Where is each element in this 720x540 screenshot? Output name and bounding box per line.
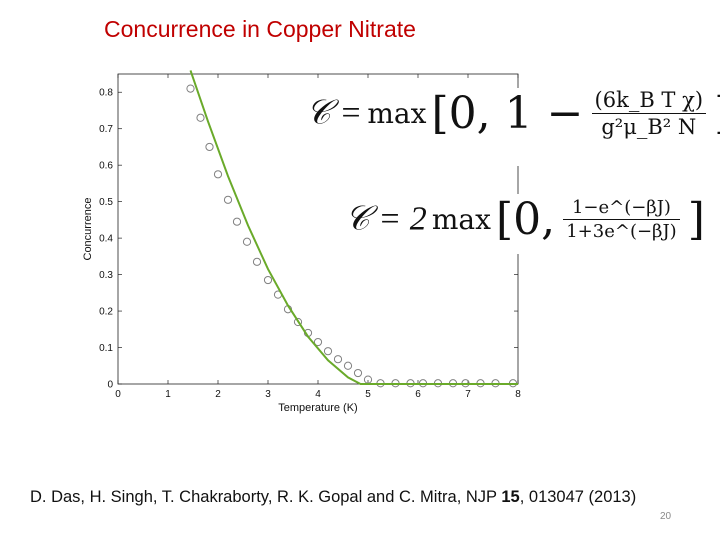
fit-line-group (189, 70, 518, 385)
data-point (323, 347, 333, 356)
data-point (223, 195, 233, 204)
axis-ticks: 0 1 2 3 4 5 6 7 8 0 0.1 0.2 0.3 0.4 0.5 0.6 0.7 0.8 (99, 74, 521, 400)
formula-max: max (367, 97, 427, 130)
formula-open: [0, (495, 194, 556, 245)
formula-denominator: g²μ_B² N (601, 115, 697, 139)
y-tick-label: 0.8 (99, 88, 113, 99)
slide-number: 20 (660, 511, 672, 522)
data-point (293, 317, 303, 327)
formula-close: ] (714, 88, 720, 139)
x-tick-label: 0 (115, 389, 121, 400)
x-axis-label: Temperature (K) (278, 402, 357, 414)
x-tick-label: 6 (415, 389, 421, 400)
y-axis-label: Concurrence (82, 198, 94, 261)
x-tick-label: 5 (365, 389, 371, 400)
y-tick-label: 0.6 (99, 161, 113, 172)
formula-denominator: 1+3e^(−βJ) (566, 221, 677, 242)
data-point (242, 237, 252, 246)
data-point (205, 142, 214, 152)
y-tick-label: 0 (107, 380, 113, 391)
data-point (232, 217, 242, 226)
formula-max: max (431, 203, 491, 236)
y-tick-label: 0.4 (99, 234, 113, 245)
formula-fraction: 1−e^(−βJ) 1+3e^(−βJ) (563, 197, 680, 242)
y-tick-label: 0.1 (99, 343, 113, 354)
formula-concurrence-susceptibility: 𝒞 = max [0, 1 − (6k_B T χ) g²μ_B² N ] (306, 88, 720, 166)
formula-lhs: 𝒞 = (306, 94, 363, 132)
formula-numerator: 1−e^(−βJ) (563, 197, 680, 220)
y-tick-label: 0.2 (99, 307, 113, 318)
x-tick-label: 2 (215, 389, 221, 400)
data-point (353, 368, 363, 378)
data-point (343, 361, 353, 370)
x-tick-label: 4 (315, 389, 321, 400)
x-tick-label: 3 (265, 389, 271, 400)
formula-lhs: 𝒞 = 2 (345, 200, 427, 238)
x-tick-label: 1 (165, 389, 171, 400)
data-point (313, 337, 323, 347)
y-tick-label: 0.7 (99, 124, 113, 135)
citation: D. Das, H. Singh, T. Chakraborty, R. K. … (30, 488, 636, 507)
data-point (196, 113, 205, 122)
formula-concurrence-exchange: 𝒞 = 2 max [0, 1−e^(−βJ) 1+3e^(−βJ) ] (345, 194, 705, 254)
formula-fraction: (6k_B T χ) g²μ_B² N (591, 88, 707, 139)
data-point (333, 355, 343, 364)
fit-line (189, 70, 518, 385)
data-point (252, 257, 262, 266)
x-tick-label: 8 (515, 389, 521, 400)
y-tick-label: 0.5 (99, 197, 113, 208)
formula-close: ] (687, 194, 705, 245)
data-point (213, 170, 223, 179)
x-tick-label: 7 (465, 389, 471, 400)
y-tick-label: 0.3 (99, 270, 113, 281)
citation-authors: D. Das, H. Singh, T. Chakraborty, R. K. … (30, 488, 502, 506)
data-point (186, 84, 195, 93)
formula-numerator: (6k_B T χ) (591, 88, 707, 114)
citation-volume: 15 (501, 488, 520, 506)
data-point (263, 275, 273, 285)
slide-title: Concurrence in Copper Nitrate (104, 16, 416, 42)
citation-rest: , 013047 (2013) (519, 488, 637, 506)
formula-open: [0, 1 − (431, 88, 584, 139)
